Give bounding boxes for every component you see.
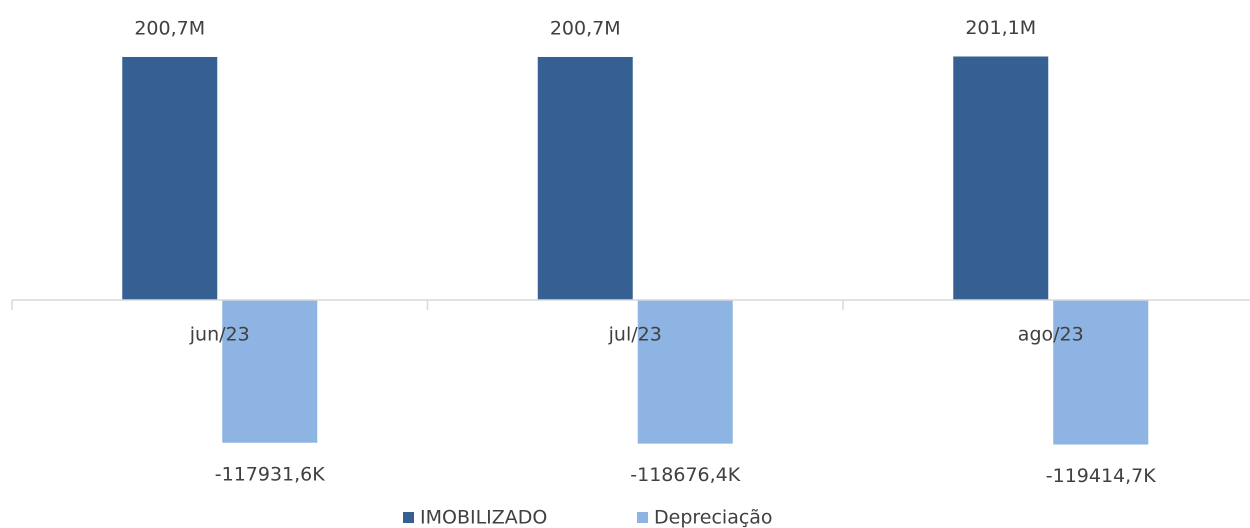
legend-swatch (637, 512, 648, 523)
data-label: -119414,7K (1046, 465, 1157, 487)
bar (537, 56, 633, 300)
data-label: 200,7M (550, 17, 621, 39)
data-label: 200,7M (134, 17, 205, 39)
x-tick-label: jun/23 (189, 323, 250, 345)
data-label: -117931,6K (215, 463, 326, 485)
data-label: 201,1M (965, 17, 1036, 39)
data-label: -118676,4K (630, 464, 741, 486)
bar (637, 299, 733, 444)
legend-label: Depreciação (654, 507, 773, 528)
bar (1053, 299, 1149, 445)
legend-label: IMOBILIZADO (420, 507, 547, 528)
legend-swatch (403, 512, 414, 523)
x-tick-label: jul/23 (608, 323, 662, 345)
bar (222, 299, 318, 443)
x-tick-label: ago/23 (1018, 323, 1084, 345)
bar (122, 56, 218, 300)
bar (953, 56, 1049, 300)
